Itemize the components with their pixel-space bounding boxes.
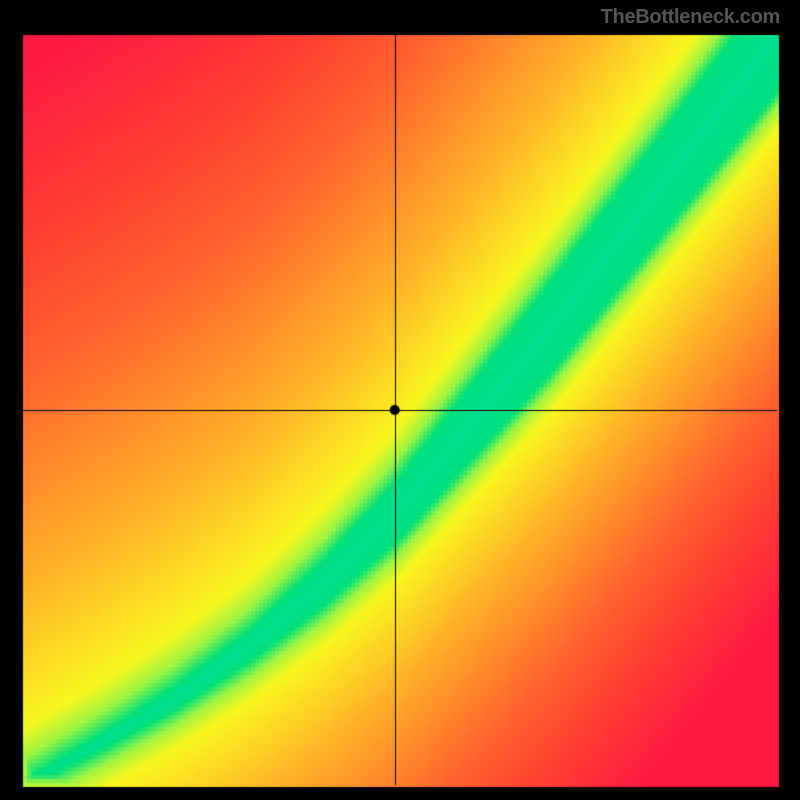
chart-container: TheBottleneck.com <box>0 0 800 800</box>
attribution-text: TheBottleneck.com <box>601 6 780 29</box>
crosshair-overlay <box>0 0 800 800</box>
